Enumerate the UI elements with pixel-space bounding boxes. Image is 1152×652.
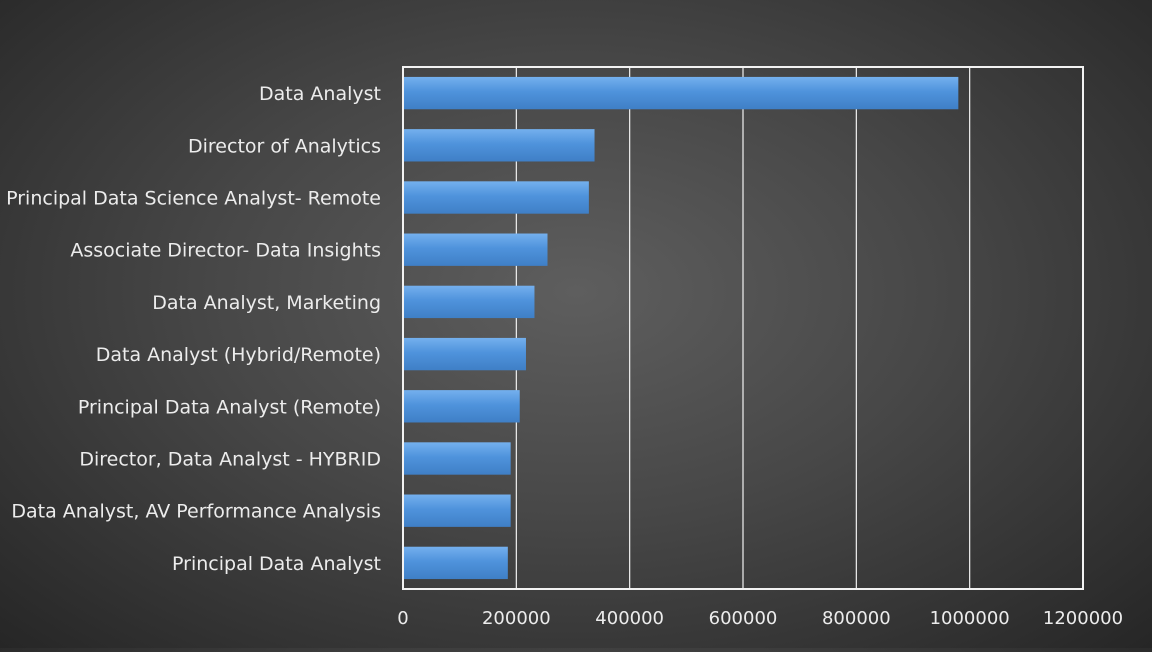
bar [404,390,520,423]
x-tick-label: 1000000 [930,608,1010,629]
category-label: Principal Data Analyst [172,553,381,575]
category-label: Principal Data Science Analyst- Remote [6,188,381,210]
category-label: Data Analyst, Marketing [152,292,381,314]
bar [404,494,511,527]
bar [404,76,959,110]
x-tick-label: 0 [397,608,408,629]
bar [404,442,511,475]
x-tick-label: 200000 [482,608,551,629]
x-tick-label: 400000 [595,608,664,629]
category-label: Data Analyst (Hybrid/Remote) [96,344,381,366]
bar [404,285,535,319]
category-label: Associate Director- Data Insights [70,240,381,262]
bar [404,129,595,162]
category-label: Director, Data Analyst - HYBRID [79,449,381,471]
bar [404,233,548,266]
category-label: Principal Data Analyst (Remote) [78,396,381,418]
category-label: Data Analyst, AV Performance Analysis [11,501,381,523]
x-axis-tick-labels: 0 200000 400000 600000 800000 1000000 1200000 [397,608,1123,629]
bar [404,546,508,580]
category-labels: Data Analyst Director of Analytics Princip… [6,83,381,575]
x-tick-label: 1200000 [1043,608,1123,629]
category-label: Data Analyst [259,83,381,105]
x-tick-label: 600000 [709,608,778,629]
bar [404,181,589,214]
bar-layer [404,76,959,580]
grid-layer [402,66,1084,590]
bar [404,337,526,371]
x-tick-label: 800000 [822,608,891,629]
category-label: Director of Analytics [188,135,381,157]
